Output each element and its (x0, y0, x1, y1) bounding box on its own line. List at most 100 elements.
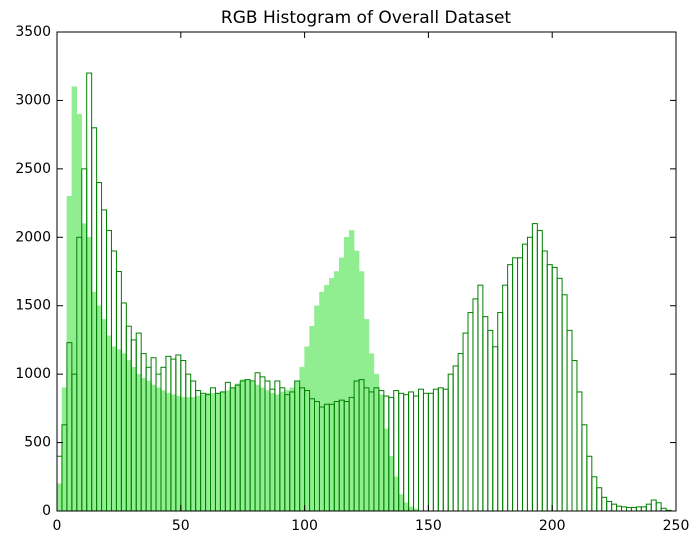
histogram-bar (482, 316, 489, 512)
histogram-bar (314, 305, 320, 512)
histogram-bar (611, 503, 618, 512)
histogram-bar (230, 387, 236, 512)
histogram-bar (422, 392, 429, 512)
histogram-bar (249, 382, 256, 512)
histogram-bar (106, 335, 112, 512)
histogram-bar (324, 284, 330, 512)
histogram-bar (432, 388, 439, 512)
histogram-bar (358, 271, 365, 512)
histogram-bar (497, 312, 504, 512)
histogram-bar (635, 506, 642, 512)
histogram-bar (225, 390, 231, 512)
histogram-bar (640, 506, 647, 512)
y-tick-label: 3500 (15, 24, 51, 40)
histogram-bar (650, 499, 657, 512)
histogram-bar (215, 393, 221, 512)
histogram-bar (403, 394, 410, 512)
histogram-bar (71, 86, 78, 512)
histogram-bar (561, 294, 568, 512)
y-tick-label: 2000 (15, 229, 51, 245)
histogram-bar (111, 346, 117, 512)
histogram-bar (195, 395, 201, 512)
histogram-bar (576, 391, 583, 512)
histogram-bar (185, 397, 191, 512)
histogram-bar (368, 353, 375, 512)
histogram-bar (373, 373, 380, 512)
histogram-bar (536, 229, 543, 512)
x-tick-label: 250 (663, 518, 690, 534)
y-tick-label: 1500 (15, 298, 51, 314)
histogram-bar (210, 393, 216, 512)
x-tick-label: 0 (53, 518, 62, 534)
histogram-bar (56, 483, 63, 512)
histogram-bar (596, 487, 603, 512)
histogram-bar (343, 237, 350, 512)
histogram-bar (467, 312, 474, 512)
histogram-bar (408, 506, 414, 512)
chart-title: RGB Histogram of Overall Dataset (221, 8, 511, 28)
histogram-bar (279, 391, 286, 512)
x-tick-label: 100 (291, 518, 318, 534)
histogram-bar (408, 391, 415, 512)
plot-frame (56, 31, 677, 512)
histogram-bar (220, 391, 226, 512)
histogram-bar (477, 284, 484, 512)
histogram-bar (299, 367, 305, 512)
histogram-bar (101, 319, 107, 512)
histogram-bar (447, 373, 454, 512)
histogram-bar (294, 380, 300, 512)
histogram-bar (531, 223, 538, 512)
y-tick-label: 0 (42, 503, 51, 519)
histogram-bar (413, 395, 419, 512)
histogram-bar (462, 332, 469, 512)
histogram-bar (334, 271, 340, 512)
histogram-bar (116, 349, 122, 512)
histogram-bar (200, 394, 206, 512)
histogram-bar (621, 506, 627, 512)
histogram-bar (383, 428, 390, 512)
histogram-bar (457, 353, 464, 512)
histogram-bar (645, 503, 652, 512)
histogram-bar (175, 395, 182, 512)
histogram-bar (566, 329, 573, 512)
histogram-bar (581, 424, 588, 512)
histogram-bar (502, 284, 509, 512)
histogram-bar (269, 393, 276, 512)
histogram-bar (487, 329, 494, 512)
histogram-bar (393, 476, 399, 512)
histogram-bar (417, 388, 424, 512)
histogram-bar (452, 365, 459, 512)
histogram-bar (348, 230, 355, 512)
histogram-bar (131, 367, 137, 512)
histogram-bar (66, 195, 73, 512)
histogram-bar (437, 387, 444, 512)
histogram-bar (319, 291, 325, 512)
histogram-bar (492, 346, 499, 512)
y-tick-label: 3000 (15, 92, 51, 108)
histogram-bar (289, 387, 295, 512)
x-tick-label: 200 (539, 518, 566, 534)
histogram-bar (571, 359, 578, 512)
histogram-bar (81, 223, 87, 512)
histogram-bar (284, 390, 290, 512)
histogram-bar (274, 394, 281, 512)
histogram-bar (655, 502, 662, 512)
histogram-bar (61, 387, 68, 512)
histogram-bar (427, 392, 434, 512)
histogram-bar (403, 502, 409, 512)
histogram-bar (259, 387, 266, 512)
histogram-bar (135, 373, 142, 512)
histogram-bar (239, 379, 246, 512)
histogram-bar (170, 394, 177, 512)
y-tick-label: 2500 (15, 161, 51, 177)
histogram-bar (398, 494, 404, 512)
histogram-bar (264, 390, 271, 512)
histogram-bar (630, 507, 637, 512)
histogram-bar (150, 384, 157, 512)
histogram-bar (388, 456, 394, 512)
histogram-bar (205, 393, 211, 512)
histogram-bar (591, 476, 598, 512)
histogram-bar (126, 360, 132, 512)
histogram-bar (121, 353, 127, 512)
